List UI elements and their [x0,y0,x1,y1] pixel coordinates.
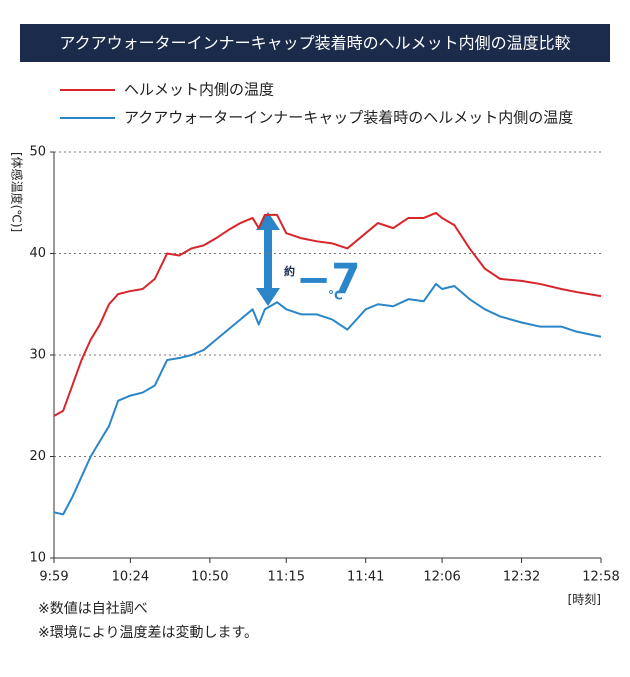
y-tick-label: 20 [29,449,46,464]
data-line [53,211,602,417]
x-tick-label: 11:41 [347,570,384,585]
x-tick-label: 10:50 [191,570,228,585]
legend-label: アクアウォーターインナーキャップ装着時のヘルメット内側の温度 [124,109,573,127]
legend-label: ヘルメット内側の温度 [124,81,274,99]
x-tick-label: 12:06 [423,570,460,585]
annotation-value: −7 [296,255,360,304]
annotation-unit: °C [328,289,343,303]
difference-arrow [256,212,280,306]
x-tick-label: 9:59 [39,570,68,585]
y-tick-label: 50 [29,145,46,160]
x-axis-label: [時刻] [568,593,601,607]
note: ※環境により温度差は変動します。 [38,624,258,641]
x-tick-label: 10:24 [112,570,149,585]
x-tick-label: 12:58 [582,570,619,585]
y-tick-label: 40 [29,246,46,261]
chart-title: アクアウォーターインナーキャップ装着時のヘルメット内側の温度比較 [59,34,570,53]
y-tick-label: 10 [29,551,46,566]
title-banner [20,24,610,62]
y-axis-label: [体感温度(℃)] [10,152,25,232]
x-tick-label: 11:15 [268,570,305,585]
note: ※数値は自社調べ [38,601,148,617]
annotation-prefix: 約 [284,264,295,278]
y-tick-label: 30 [29,348,46,363]
data-line [53,282,602,516]
x-tick-label: 12:32 [503,570,540,585]
